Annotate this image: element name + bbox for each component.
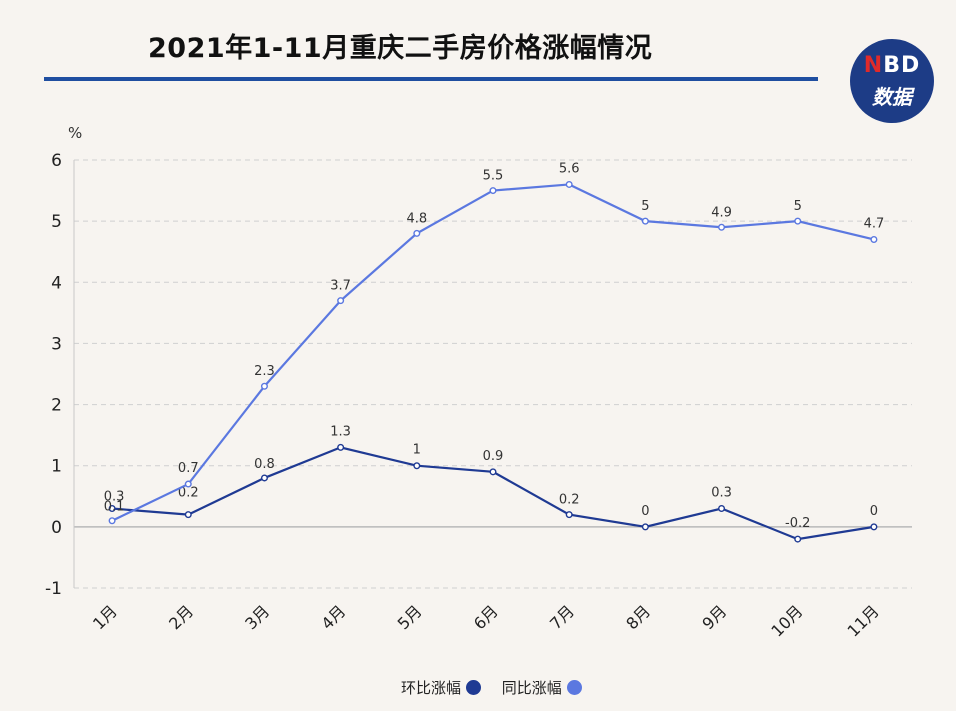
data-label: 5 bbox=[641, 199, 649, 214]
data-point bbox=[718, 505, 726, 513]
data-point bbox=[870, 523, 878, 531]
y-tick-label: 0 bbox=[51, 518, 62, 538]
data-label: 0.2 bbox=[559, 493, 580, 508]
chart-title: 2021年1-11月重庆二手房价格涨幅情况 bbox=[148, 33, 653, 64]
legend-label-yoy: 同比涨幅 bbox=[501, 679, 562, 697]
data-point bbox=[489, 187, 497, 195]
data-point bbox=[641, 217, 649, 225]
data-point bbox=[641, 523, 649, 531]
legend-item-mom: 环比涨幅 bbox=[401, 677, 482, 698]
nbd-data-logo: NBD 数据 bbox=[850, 39, 934, 123]
data-point bbox=[413, 462, 421, 470]
y-tick-label: -1 bbox=[45, 579, 62, 599]
x-tick-label: 3月 bbox=[241, 601, 273, 633]
data-point bbox=[337, 297, 345, 305]
y-tick-label: 5 bbox=[51, 212, 62, 232]
data-label: 0.1 bbox=[104, 500, 125, 515]
x-tick-label: 5月 bbox=[394, 601, 426, 633]
x-tick-label: 2月 bbox=[165, 601, 197, 633]
data-label: 0 bbox=[870, 504, 878, 519]
data-point bbox=[565, 511, 573, 519]
data-label: 0.3 bbox=[104, 490, 125, 505]
title-underline bbox=[44, 77, 818, 81]
data-label: 5.5 bbox=[483, 169, 504, 184]
legend-item-yoy: 同比涨幅 bbox=[502, 677, 582, 698]
legend-label-mom: 环比涨幅 bbox=[401, 679, 462, 697]
data-point bbox=[108, 517, 116, 525]
legend-marker-mom bbox=[466, 680, 482, 695]
y-tick-label: 4 bbox=[51, 273, 62, 293]
x-tick-label: 7月 bbox=[546, 601, 578, 633]
x-tick-label: 4月 bbox=[318, 601, 350, 633]
data-point bbox=[718, 223, 726, 231]
x-tick-label: 8月 bbox=[622, 601, 654, 633]
legend: 环比涨幅 同比涨幅 bbox=[401, 677, 598, 698]
x-tick-label: 9月 bbox=[698, 601, 730, 633]
y-tick-label: 1 bbox=[51, 457, 62, 477]
data-point bbox=[184, 511, 192, 519]
data-point bbox=[794, 217, 802, 225]
data-label: 3.7 bbox=[330, 279, 351, 294]
data-label: 5 bbox=[794, 199, 802, 214]
y-axis-unit: % bbox=[68, 124, 82, 142]
data-label: 0.3 bbox=[711, 486, 732, 501]
data-point bbox=[108, 505, 116, 513]
x-tick-label: 11月 bbox=[844, 601, 883, 640]
data-label: 1.3 bbox=[330, 424, 351, 439]
data-point bbox=[260, 382, 268, 390]
data-label: 0 bbox=[641, 504, 649, 519]
data-point bbox=[870, 235, 878, 243]
x-tick-label: 6月 bbox=[470, 601, 502, 633]
data-point bbox=[794, 535, 802, 543]
data-point bbox=[413, 229, 421, 237]
data-point bbox=[184, 480, 192, 488]
data-point bbox=[489, 468, 497, 476]
legend-marker-yoy bbox=[566, 680, 582, 695]
data-label: 1 bbox=[413, 443, 421, 458]
y-tick-label: 2 bbox=[51, 396, 62, 416]
data-point bbox=[337, 443, 345, 451]
data-label: 2.3 bbox=[254, 364, 275, 379]
data-label: 4.8 bbox=[406, 211, 427, 226]
data-point bbox=[260, 474, 268, 482]
data-label: 0.7 bbox=[178, 461, 199, 476]
data-label: 4.9 bbox=[711, 205, 732, 220]
data-label: 5.6 bbox=[559, 161, 580, 176]
data-label: 4.7 bbox=[864, 216, 885, 231]
data-label: 0.2 bbox=[178, 486, 199, 501]
data-label: 0.9 bbox=[483, 449, 504, 464]
x-tick-label: 10月 bbox=[767, 601, 806, 640]
x-tick-label: 1月 bbox=[89, 601, 121, 633]
data-point bbox=[565, 180, 573, 188]
data-label: 0.8 bbox=[254, 457, 275, 472]
y-tick-label: 6 bbox=[51, 151, 62, 171]
data-label: -0.2 bbox=[785, 516, 810, 531]
y-tick-label: 3 bbox=[51, 334, 62, 354]
